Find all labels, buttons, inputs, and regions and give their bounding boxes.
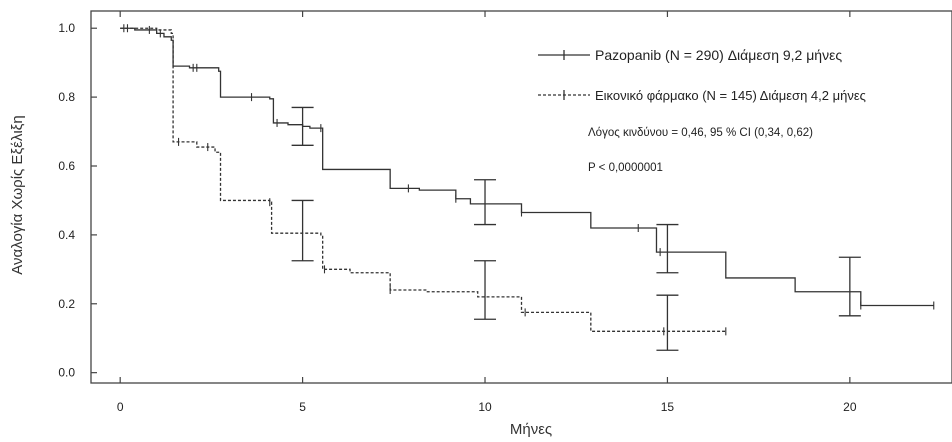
y-tick-label: 0.6 [58,159,75,173]
confidence-interval-placebo [474,260,497,320]
plot-frame [90,10,952,384]
x-tick-label: 15 [661,400,675,414]
x-tick-label: 10 [478,400,492,414]
legend-label-placebo: Εικονικό φάρμακο (N = 145) Διάμεση 4,2 μ… [595,88,866,103]
survival-curve-pazopanib [120,27,934,307]
p-value-annotation: P < 0,0000001 [588,162,663,174]
x-tick-label: 5 [299,400,306,414]
y-tick-label: 0.2 [58,297,75,311]
survival-curve-placebo [120,27,726,332]
legend-label-pazopanib: Pazopanib (N = 290) Διάμεση 9,2 μήνες [595,47,842,63]
confidence-interval-pazopanib [656,223,679,274]
series-pazopanib [120,24,935,317]
confidence-interval-pazopanib [838,256,861,317]
legend: Pazopanib (N = 290) Διάμεση 9,2 μήνες Ει… [538,47,866,174]
confidence-interval-pazopanib [474,179,497,226]
x-axis-label: Μήνες [510,421,552,438]
confidence-interval-placebo [291,199,314,262]
y-axis-label: Αναλογία Χωρίς Εξέλιξη [9,115,26,274]
x-axis: 0 5 10 15 20 [117,11,857,414]
y-tick-label: 1.0 [58,21,75,35]
y-axis: 0.0 0.2 0.4 0.6 0.8 1.0 [58,21,97,380]
confidence-interval-placebo [656,294,679,351]
hazard-ratio-annotation: Λόγος κινδύνου = 0,46, 95 % CI (0,34, 0,… [588,127,813,139]
y-tick-label: 0.8 [58,90,75,104]
x-tick-label: 20 [843,400,857,414]
series-placebo [120,27,727,351]
y-tick-label: 0.4 [58,228,75,242]
x-tick-label: 0 [117,400,124,414]
confidence-interval-pazopanib [291,106,314,146]
y-tick-label: 0.0 [58,366,75,380]
series-layer [120,24,935,351]
